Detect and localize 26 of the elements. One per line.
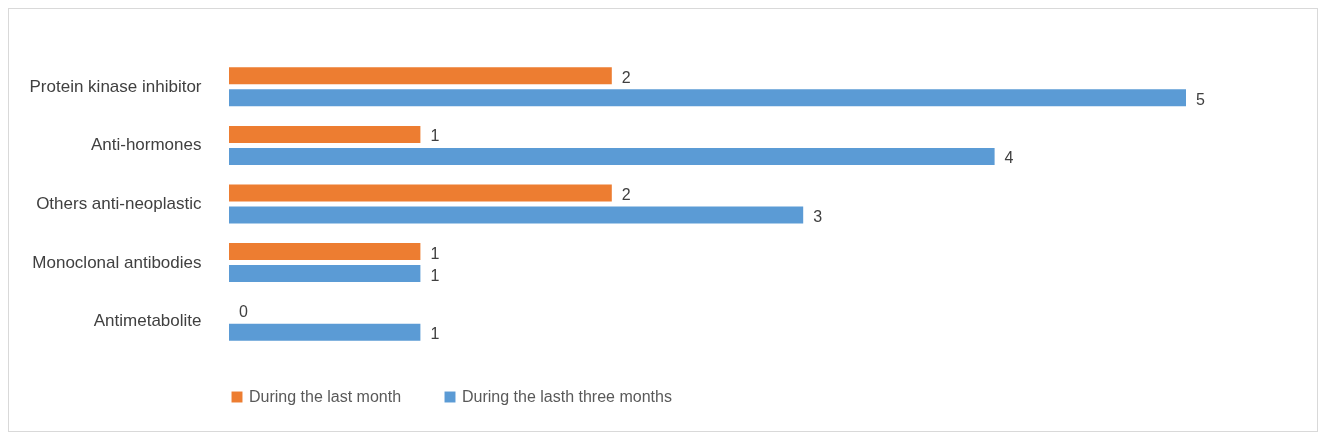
y-tick-label: Monoclonal antibodies (32, 252, 202, 272)
legend-label: During the lasth three months (462, 388, 672, 405)
data-label: 0 (239, 303, 248, 321)
data-label: 5 (1196, 90, 1205, 108)
bar (229, 323, 421, 341)
y-tick-label: Anti-hormones (90, 135, 202, 155)
data-label: 1 (430, 325, 440, 343)
data-label: 3 (813, 207, 823, 225)
data-label: 1 (430, 127, 440, 145)
bar (229, 206, 804, 224)
y-tick-label: Antimetabolite (93, 311, 202, 331)
bar (229, 243, 421, 261)
bar (229, 147, 995, 165)
bar (229, 125, 421, 143)
y-tick-label: Protein kinase inhibitor (29, 76, 202, 96)
bar (229, 265, 421, 283)
data-label: 2 (621, 186, 631, 204)
bar (229, 184, 612, 202)
data-label: 1 (430, 244, 440, 262)
data-label: 2 (621, 68, 631, 86)
y-tick-label: Others anti-neoplastic (36, 194, 202, 213)
bar (229, 89, 1186, 107)
legend-label: During the last month (249, 388, 402, 405)
bar (229, 67, 612, 85)
data-label: 4 (1004, 149, 1014, 167)
data-label: 1 (430, 266, 440, 284)
